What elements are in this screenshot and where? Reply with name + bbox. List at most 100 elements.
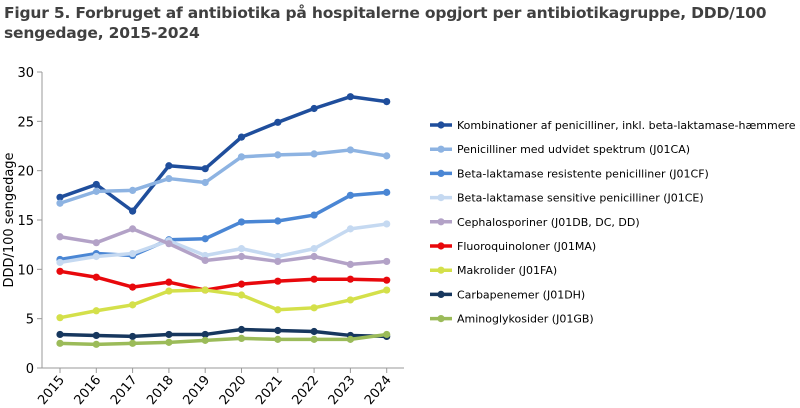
data-point xyxy=(129,301,137,309)
series-line xyxy=(59,190,387,262)
data-point xyxy=(274,326,282,335)
data-point xyxy=(165,287,173,295)
data-point xyxy=(201,235,209,243)
data-point xyxy=(129,339,137,347)
y-axis-label: DDD/100 sengedage xyxy=(2,152,17,287)
data-point xyxy=(346,296,354,304)
data-point xyxy=(237,280,246,288)
legend-label: Penicilliner med udvidet spektrum (J01CA… xyxy=(457,143,690,156)
data-point xyxy=(129,225,137,233)
data-point xyxy=(310,275,318,283)
data-point xyxy=(165,162,173,170)
data-point xyxy=(129,283,137,291)
series-line xyxy=(59,94,387,213)
data-point xyxy=(237,334,246,342)
series xyxy=(56,267,391,294)
y-tick-label: 0 xyxy=(26,362,34,377)
legend-label: Makrolider (J01FA) xyxy=(457,264,557,277)
data-point xyxy=(92,252,100,261)
data-point xyxy=(92,340,100,348)
data-point xyxy=(92,187,100,195)
x-tick-label: 2021 xyxy=(253,373,286,408)
data-point xyxy=(165,330,173,339)
data-point xyxy=(92,239,100,247)
data-point xyxy=(310,327,318,336)
data-point xyxy=(383,286,391,294)
data-point xyxy=(310,104,318,113)
data-point xyxy=(56,330,64,339)
series xyxy=(56,330,391,348)
data-point xyxy=(237,291,246,299)
data-point xyxy=(56,193,64,201)
legend-item: Beta-laktamase resistente penicilliner (… xyxy=(430,167,709,180)
data-point xyxy=(165,278,173,286)
data-point xyxy=(165,174,173,183)
legend-label: Fluoroquinoloner (J01MA) xyxy=(457,240,596,253)
x-tick-label: 2018 xyxy=(144,373,177,408)
series-lines xyxy=(56,93,391,348)
data-point xyxy=(274,306,282,314)
series-line xyxy=(59,148,387,205)
x-tick-label: 2016 xyxy=(72,373,105,408)
legend-item: Penicilliner med udvidet spektrum (J01CA… xyxy=(430,143,690,156)
data-point xyxy=(346,275,354,283)
y-tick-label: 5 xyxy=(26,313,34,328)
data-point xyxy=(237,245,246,253)
x-tick-label: 2022 xyxy=(289,373,322,408)
y-tick-label: 30 xyxy=(17,66,34,81)
data-point xyxy=(383,188,391,196)
y-tick-label: 20 xyxy=(17,165,34,180)
y-tick-label: 25 xyxy=(17,115,34,130)
data-point xyxy=(274,277,282,285)
series xyxy=(56,93,391,215)
data-point xyxy=(346,225,354,233)
legend-item: Makrolider (J01FA) xyxy=(430,264,557,277)
legend-label: Carbapenemer (J01DH) xyxy=(457,288,585,301)
data-point xyxy=(383,330,391,339)
data-point xyxy=(129,207,137,215)
data-point xyxy=(201,178,209,187)
chart-title: Figur 5. Forbruget af antibiotika på hos… xyxy=(4,4,767,42)
data-point xyxy=(383,276,391,284)
data-point xyxy=(56,199,64,207)
legend-item: Carbapenemer (J01DH) xyxy=(430,288,585,301)
data-point xyxy=(310,211,318,219)
y-tick-label: 10 xyxy=(17,263,34,278)
series-line xyxy=(59,269,387,292)
data-point xyxy=(346,93,354,101)
series xyxy=(56,146,391,207)
data-point xyxy=(165,338,173,346)
data-point xyxy=(56,314,64,322)
legend-label: Kombinationer af penicilliner, inkl. bet… xyxy=(457,119,800,132)
legend-marker xyxy=(437,315,445,323)
data-point xyxy=(274,335,282,343)
data-point xyxy=(346,191,354,199)
data-point xyxy=(201,286,209,294)
data-point xyxy=(92,331,100,340)
legend-label: Aminoglykosider (J01GB) xyxy=(457,313,594,326)
data-point xyxy=(201,165,209,173)
data-point xyxy=(237,252,246,261)
legend-marker xyxy=(437,169,445,177)
data-point xyxy=(310,245,318,253)
data-point xyxy=(383,98,391,106)
legend-item: Aminoglykosider (J01GB) xyxy=(430,313,594,326)
data-point xyxy=(274,118,282,126)
data-point xyxy=(129,249,137,258)
data-point xyxy=(56,258,64,267)
legend-marker xyxy=(437,218,445,226)
legend: Kombinationer af penicilliner, inkl. bet… xyxy=(430,119,800,326)
x-tick-label: 2017 xyxy=(108,373,141,408)
data-point xyxy=(56,233,64,241)
legend-marker xyxy=(437,242,445,250)
data-point xyxy=(56,267,64,275)
x-tick-label: 2024 xyxy=(362,373,395,408)
legend-label: Beta-laktamase sensitive penicilliner (J… xyxy=(457,192,704,205)
legend-marker xyxy=(437,194,445,202)
legend-label: Beta-laktamase resistente penicilliner (… xyxy=(457,167,709,180)
data-point xyxy=(237,153,246,161)
data-point xyxy=(237,133,246,141)
data-point xyxy=(129,186,137,194)
x-tick-label: 2020 xyxy=(217,373,250,408)
